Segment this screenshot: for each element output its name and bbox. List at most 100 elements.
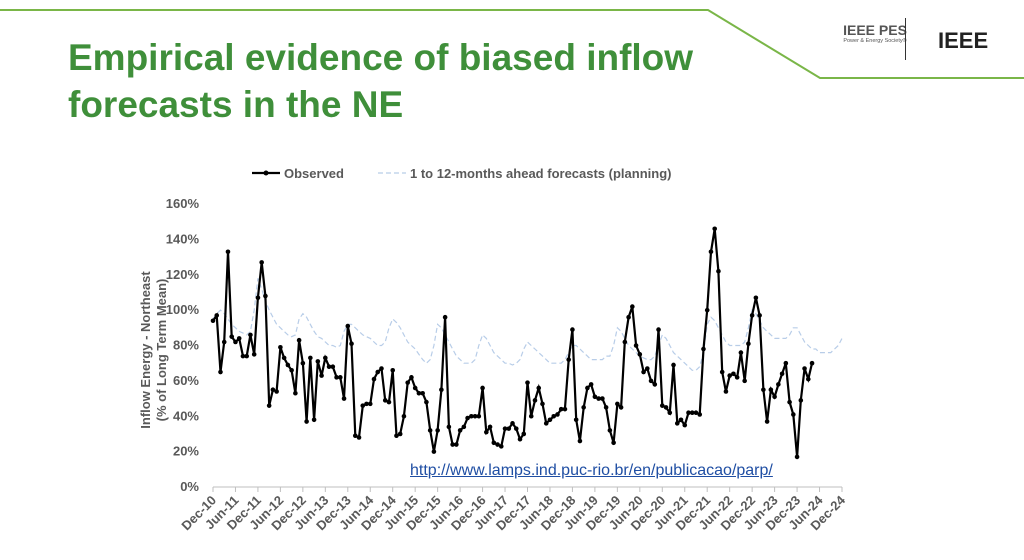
data-point [476, 413, 482, 419]
data-point [502, 426, 508, 431]
data-point [360, 403, 366, 408]
data-point [281, 355, 287, 361]
data-point [390, 367, 396, 373]
data-point [345, 323, 351, 329]
data-point [652, 382, 658, 387]
data-point [229, 334, 235, 339]
data-point [427, 428, 433, 433]
data-point [233, 339, 238, 345]
data-point [293, 390, 298, 396]
y-axis-label: (% of Long Term Mean) [154, 279, 169, 422]
data-point [506, 426, 512, 431]
data-point [615, 401, 620, 407]
data-point [300, 360, 306, 366]
data-point [431, 449, 437, 454]
y-tick-label: 160% [166, 196, 200, 211]
y-tick-label: 140% [166, 231, 200, 246]
data-point [495, 442, 500, 447]
data-point [528, 413, 534, 419]
data-point [248, 332, 253, 338]
data-point [454, 442, 459, 447]
y-tick-label: 80% [173, 338, 199, 353]
data-point [592, 394, 598, 400]
data-point [547, 417, 553, 423]
data-point [244, 353, 249, 359]
logo-text: IEEE PES [843, 22, 907, 38]
data-point [570, 327, 575, 332]
data-point [397, 431, 403, 437]
data-point [356, 435, 362, 440]
source-link[interactable]: http://www.lamps.ind.puc-rio.br/en/publi… [410, 462, 773, 479]
data-point [809, 360, 815, 366]
data-point [588, 382, 594, 387]
y-axis-label: Inflow Energy - Northeast [138, 271, 153, 429]
data-point [761, 387, 766, 393]
data-point [779, 371, 785, 377]
data-point [465, 415, 470, 421]
data-point [626, 314, 631, 320]
data-point [379, 366, 384, 371]
data-point [611, 440, 616, 446]
legend-label: 1 to 12-months ahead forecasts (planning… [410, 166, 672, 181]
data-point [394, 433, 399, 439]
data-point [630, 304, 635, 309]
data-point [648, 378, 654, 384]
data-point [442, 314, 448, 320]
data-point [723, 389, 729, 394]
data-point [712, 226, 718, 232]
data-point [618, 405, 624, 410]
data-point [689, 410, 695, 416]
data-point [622, 339, 628, 345]
data-point [375, 369, 381, 375]
data-point [386, 399, 392, 405]
data-point [352, 433, 358, 439]
data-point [484, 429, 489, 435]
data-point [416, 390, 422, 396]
data-point [371, 376, 377, 382]
data-point [330, 364, 336, 370]
data-point [749, 313, 755, 318]
data-point [716, 268, 721, 274]
y-tick-label: 120% [166, 267, 200, 282]
data-point [270, 387, 276, 393]
data-point [214, 313, 220, 318]
data-point [326, 364, 332, 370]
data-point [757, 313, 762, 318]
data-point [510, 421, 515, 426]
data-point [472, 413, 478, 419]
data-point [600, 396, 605, 401]
data-point [259, 260, 264, 265]
data-point [746, 341, 751, 347]
logo-ieee: IEEE [938, 28, 989, 53]
data-point [543, 421, 549, 426]
data-point [487, 424, 493, 430]
data-point [663, 405, 669, 410]
data-point [240, 353, 246, 359]
data-point [364, 401, 369, 407]
data-point [457, 428, 463, 433]
data-point [678, 417, 684, 423]
data-point [772, 394, 777, 400]
data-point [405, 380, 410, 385]
data-point [525, 380, 530, 385]
logo-subtext: Power & Energy Society® [843, 38, 907, 44]
data-point [693, 410, 699, 416]
data-point [708, 249, 714, 255]
y-tick-label: 60% [173, 373, 199, 388]
data-point [210, 318, 216, 324]
data-point [753, 295, 759, 301]
data-point [783, 360, 789, 366]
data-point [633, 343, 639, 348]
legend-label: Observed [284, 166, 344, 181]
data-point [637, 352, 643, 357]
data-point [791, 412, 796, 417]
data-point [469, 413, 474, 419]
data-point [225, 249, 231, 255]
data-point [607, 428, 613, 433]
data-point [532, 398, 538, 403]
data-point [401, 413, 407, 419]
data-point [536, 385, 542, 391]
data-point [498, 444, 504, 449]
